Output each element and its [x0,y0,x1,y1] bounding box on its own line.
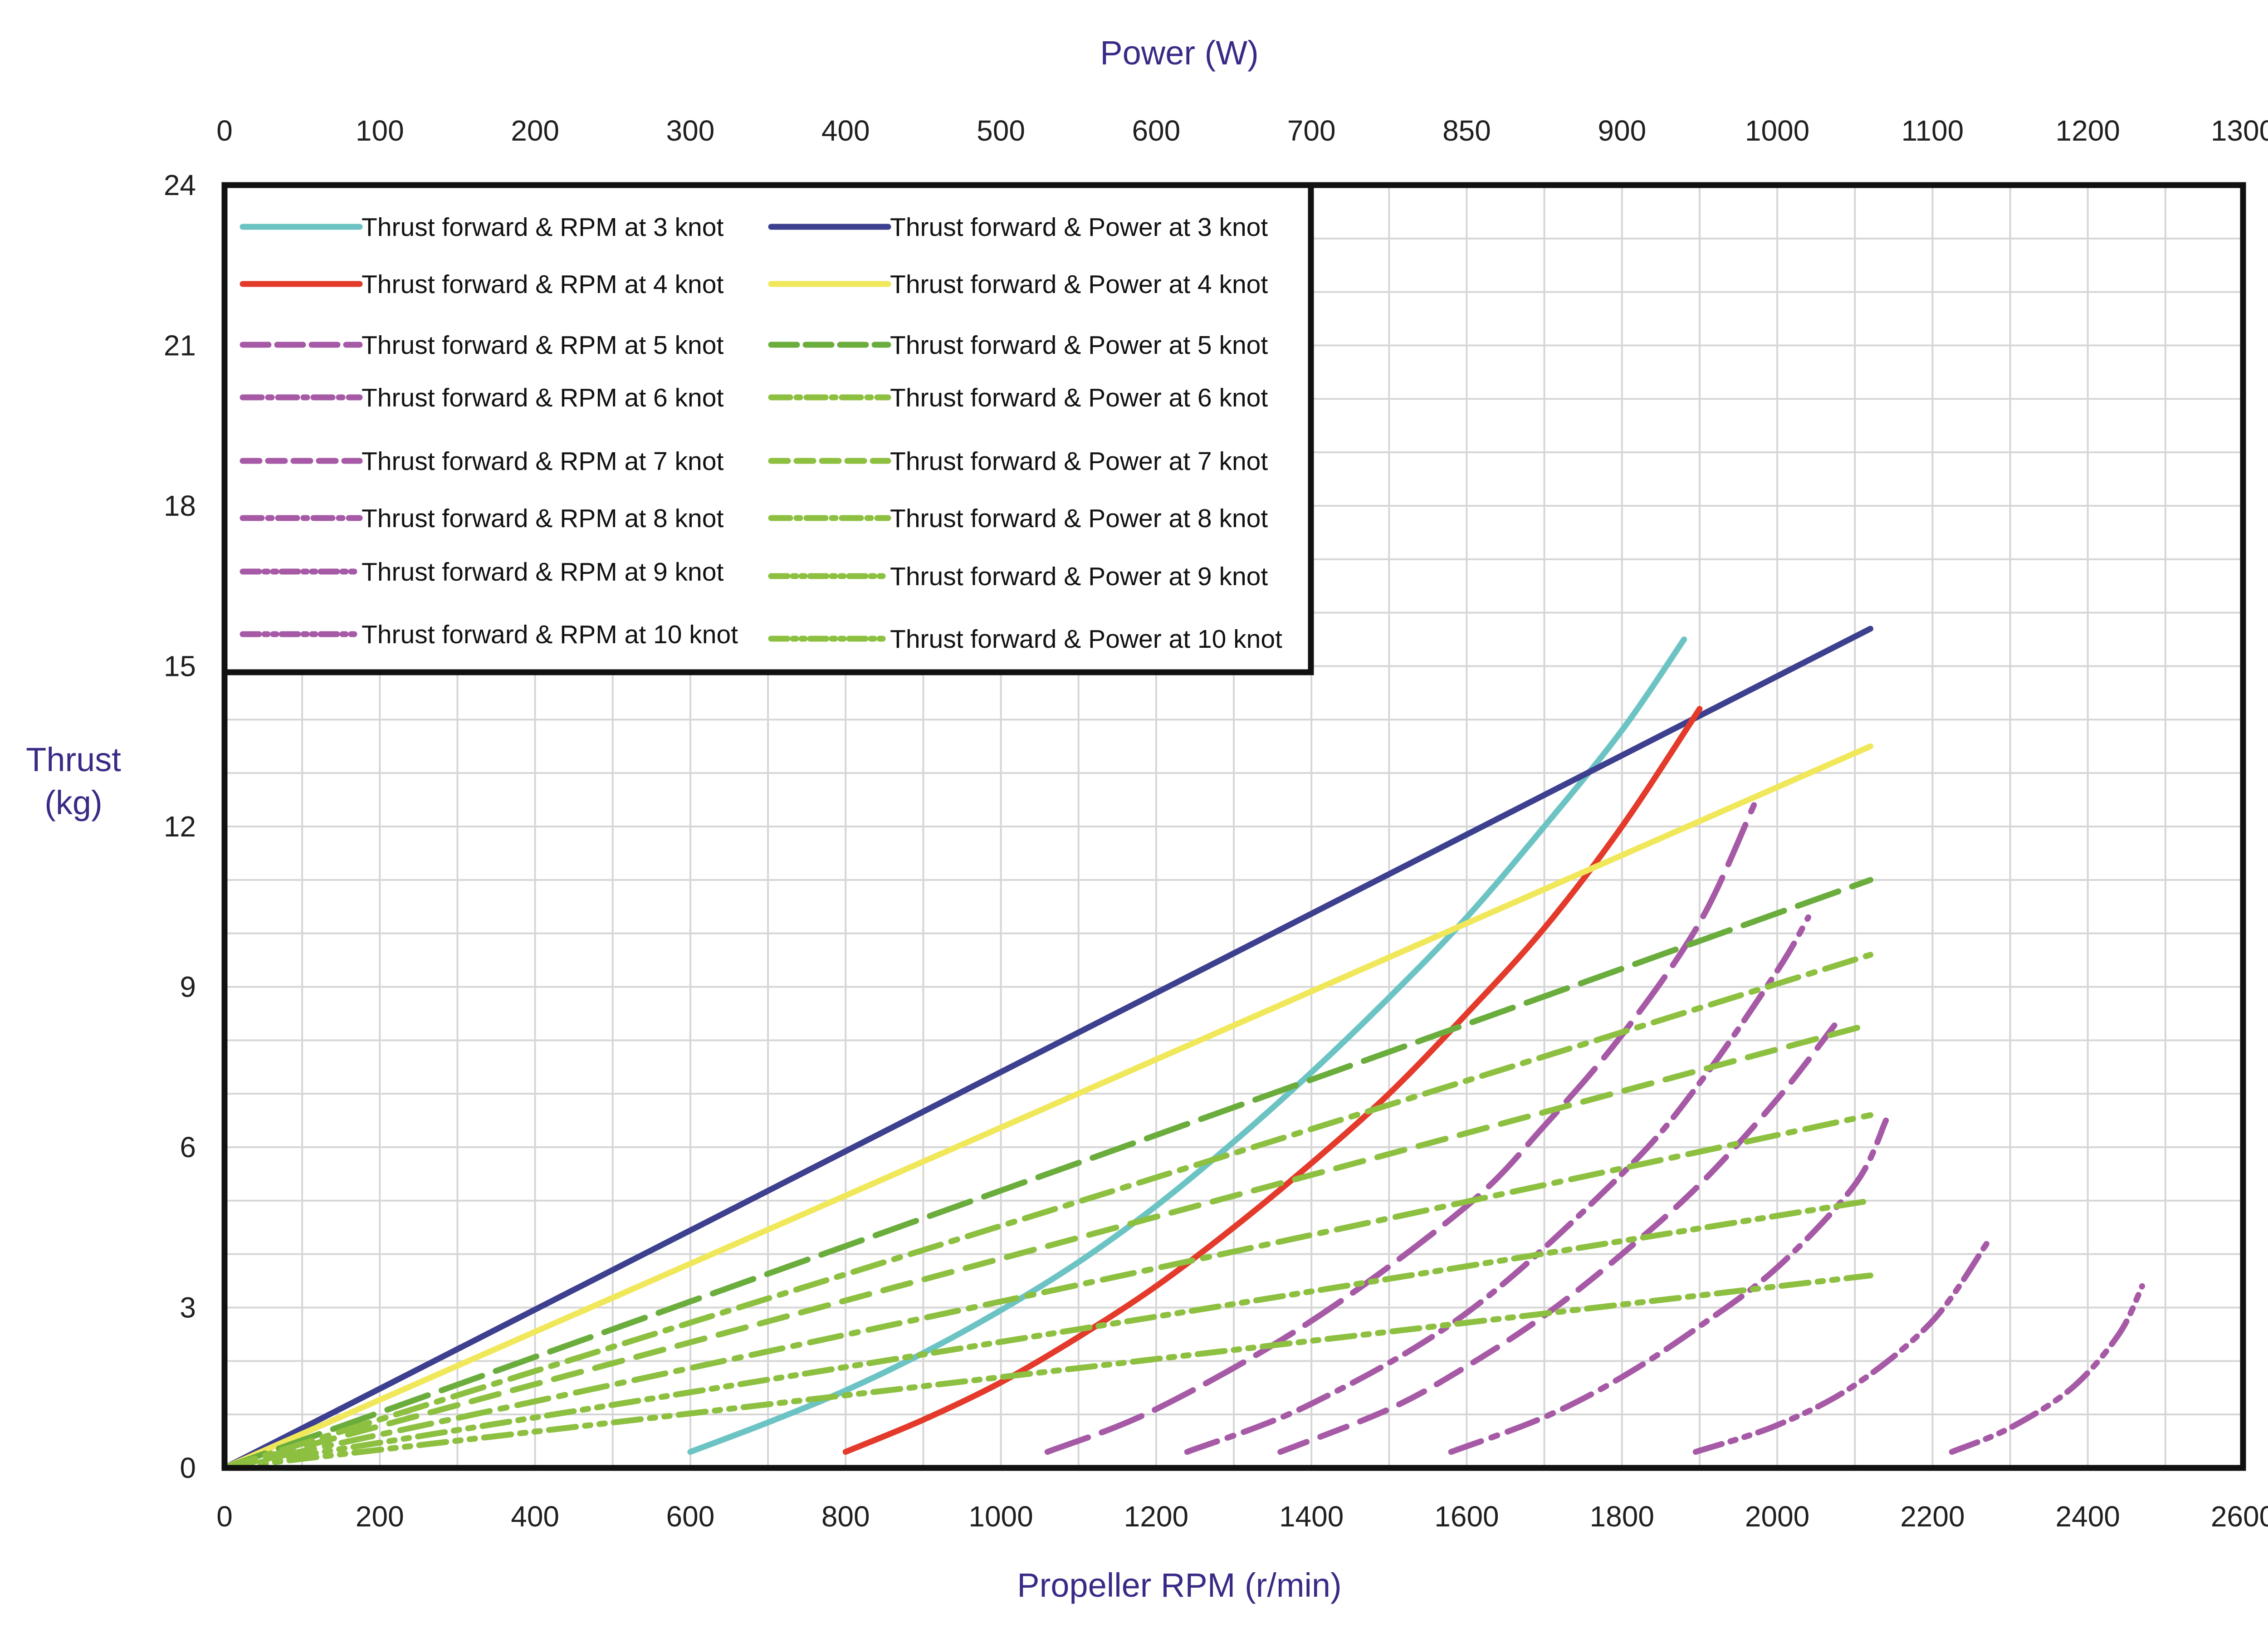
legend-label-11: Thrust forward & RPM at 8 knot [362,504,723,533]
legend-label-3: Thrust forward & RPM at 4 knot [362,270,723,299]
top-axis-ticks: 0 100 200 300 400 500 600 700 850 900 1000 1100 1200… [216,114,2268,147]
y-axis-ticks: 0 3 6 9 12 15 18 21 24 [164,169,196,1484]
top-tick-label: 850 [1442,114,1491,147]
top-tick-label: 600 [1132,114,1180,147]
top-tick-label: 1200 [2056,114,2120,147]
y-tick-label: 12 [164,810,196,843]
legend-label-7: Thrust forward & RPM at 6 knot [362,383,723,412]
x-tick-label: 1800 [1590,1500,1654,1533]
series-line-14 [221,1198,1873,1471]
x-tick-label: 600 [666,1500,715,1533]
x-tick-label: 2200 [1900,1500,1965,1533]
x-tick-label: 2600 [2211,1500,2268,1533]
legend-items: Thrust forward & RPM at 3 knot Thrust for… [240,213,1282,654]
legend-label-13: Thrust forward & RPM at 9 knot [362,557,723,587]
x-axis-ticks: 0 200 400 600 800 1000 1200 1400 1600 1800 2000 220… [216,1500,2268,1533]
series-line-3 [842,706,1703,1455]
series-line-1 [687,636,1687,1455]
y-tick-label: 24 [164,169,196,201]
series-line-2 [221,626,1873,1471]
series-line-6 [221,877,1873,1471]
top-tick-label: 1000 [1745,114,1809,147]
top-tick-label: 500 [977,114,1025,147]
series-line-9 [1277,1016,1843,1455]
top-axis-title: Power (W) [1100,34,1258,72]
legend-label-1: Thrust forward & RPM at 3 knot [362,213,723,242]
top-tick-label: 100 [356,114,404,147]
series-lines [221,626,2145,1471]
x-tick-label: 1600 [1434,1500,1499,1533]
y-tick-label: 6 [180,1131,196,1164]
legend-label-14: Thrust forward & Power at 9 knot [890,562,1268,591]
top-tick-label: 300 [666,114,715,147]
series-line-7 [1184,914,1812,1455]
series-line-11 [1448,1117,1889,1455]
series-line-4 [221,743,1873,1471]
series-line-12 [221,1112,1873,1471]
legend-box [221,182,1314,675]
legend-label-6: Thrust forward & Power at 5 knot [890,331,1268,360]
y-tick-label: 15 [164,650,196,683]
x-axis-title: Propeller RPM (r/min) [1017,1566,1341,1604]
legend-label-15: Thrust forward & RPM at 10 knot [362,620,738,649]
legend-label-8: Thrust forward & Power at 6 knot [890,383,1268,412]
top-tick-label: 1100 [1901,114,1964,147]
y-axis-title-line1: Thrust [26,741,121,778]
top-tick-label: 400 [821,114,870,147]
x-tick-label: 200 [356,1500,404,1533]
legend-label-2: Thrust forward & Power at 3 knot [890,213,1268,242]
legend-label-5: Thrust forward & RPM at 5 knot [362,331,723,360]
legend-label-4: Thrust forward & Power at 4 knot [890,270,1268,299]
series-line-10 [221,1021,1873,1471]
y-tick-label: 0 [180,1452,196,1484]
x-tick-label: 2000 [1745,1500,1809,1533]
top-tick-label: 200 [511,114,559,147]
x-tick-label: 800 [821,1500,870,1533]
top-tick-label: 0 [216,114,233,147]
y-axis-title-line2: (kg) [44,784,102,822]
y-tick-label: 18 [164,489,196,522]
y-tick-label: 21 [164,329,196,362]
legend-label-12: Thrust forward & Power at 8 knot [890,504,1268,533]
legend-label-10: Thrust forward & Power at 7 knot [890,447,1268,476]
x-tick-label: 1200 [1124,1500,1188,1533]
top-tick-label: 700 [1287,114,1336,147]
series-line-16 [221,1272,1873,1471]
y-tick-label: 3 [180,1291,196,1324]
legend-label-9: Thrust forward & RPM at 7 knot [362,447,723,476]
x-tick-label: 1400 [1279,1500,1344,1533]
series-line-15 [1949,1283,2145,1455]
x-tick-label: 1000 [968,1500,1033,1533]
x-tick-label: 0 [216,1500,233,1533]
x-tick-label: 2400 [2056,1500,2120,1533]
series-line-13 [1692,1240,1990,1455]
top-tick-label: 1300 [2211,114,2268,147]
legend: Thrust forward & RPM at 3 knot Thrust for… [221,182,1314,675]
series-line-8 [221,952,1873,1471]
legend-label-16: Thrust forward & Power at 10 knot [890,625,1282,654]
top-tick-label: 900 [1598,114,1646,147]
x-tick-label: 400 [511,1500,559,1533]
y-tick-label: 9 [180,971,196,1003]
